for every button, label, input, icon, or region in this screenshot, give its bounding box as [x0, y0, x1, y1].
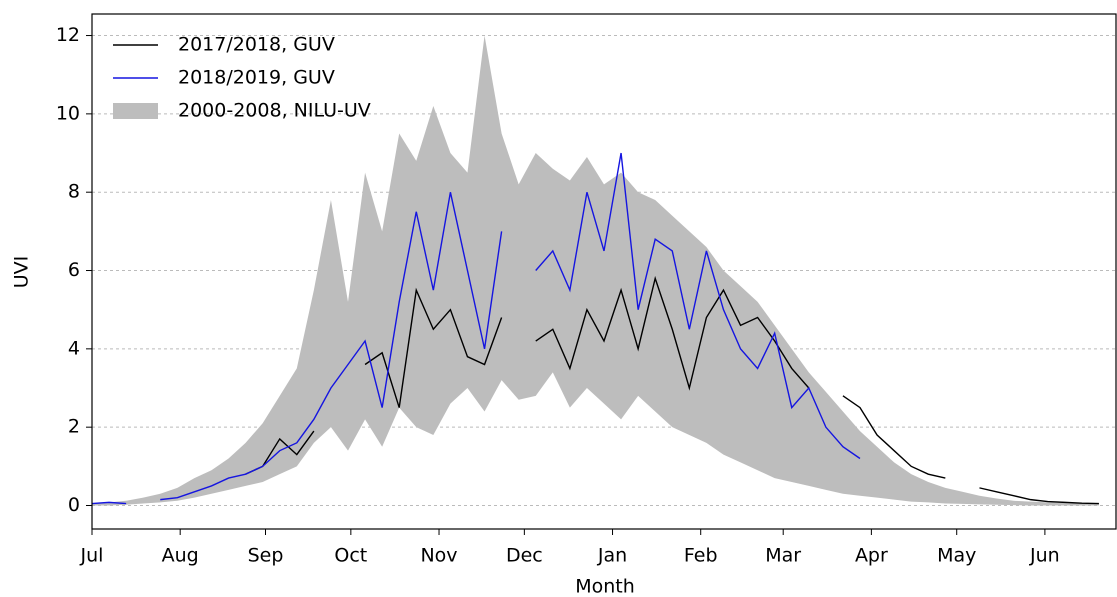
x-tick-label: Oct	[334, 545, 367, 567]
x-tick-label: Sep	[248, 545, 284, 567]
legend-label: 2017/2018, GUV	[178, 34, 335, 56]
legend-swatch	[113, 103, 158, 119]
x-tick-label: Dec	[506, 545, 543, 567]
y-tick-label: 8	[68, 181, 80, 203]
legend-label: 2000-2008, NILU-UV	[178, 100, 371, 122]
y-tick-label: 10	[56, 102, 80, 124]
y-tick-label: 4	[68, 337, 80, 359]
x-tick-label: Jul	[80, 545, 104, 567]
y-axis-label: UVI	[11, 256, 33, 289]
range-band	[92, 35, 1099, 506]
x-tick-label: Mar	[765, 545, 801, 567]
series-line	[91, 501, 127, 505]
y-tick-label: 2	[68, 416, 80, 438]
x-tick-label: Jan	[597, 545, 627, 567]
series-line	[842, 395, 946, 479]
x-axis-label: Month	[575, 576, 635, 597]
y-tick-label: 12	[56, 24, 80, 46]
series-line	[535, 152, 861, 460]
x-tick-label: Aug	[162, 545, 199, 567]
series-line	[535, 275, 810, 391]
y-tick-label: 6	[68, 259, 80, 281]
x-tick-label: Apr	[855, 545, 888, 567]
x-tick-label: Jun	[1029, 545, 1060, 567]
x-tick-label: Feb	[684, 545, 718, 567]
x-tick-label: Nov	[420, 545, 457, 567]
series-line	[160, 192, 503, 501]
series-line	[979, 487, 1099, 505]
legend-label: 2018/2019, GUV	[178, 67, 335, 89]
y-tick-label: 0	[68, 494, 80, 516]
plot-frame	[91, 13, 1117, 530]
x-tick-label: May	[937, 545, 976, 567]
